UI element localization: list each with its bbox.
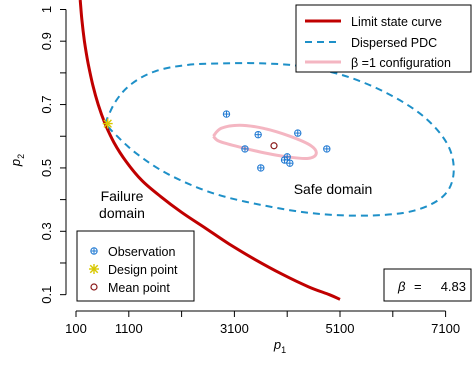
beta1-configuration-ellipse <box>212 123 318 161</box>
y-tick-label: 0.9 <box>39 32 54 50</box>
observation-point <box>241 145 249 153</box>
x-tick-label: 5100 <box>326 321 355 336</box>
beta-equals: = <box>414 279 422 294</box>
data-points <box>102 110 331 172</box>
x-tick-label: 100 <box>65 321 87 336</box>
mean-point-marker <box>270 142 278 150</box>
axes: 100 1100 3100 5100 7100 0.1 0.3 0.5 0.7 0.9 1 <box>39 6 460 336</box>
beta-box-frame <box>383 268 472 302</box>
legend-limit-state-label: Limit state curve <box>351 15 442 29</box>
y-tick-label: 1 <box>39 6 54 13</box>
legend-observation-marker <box>90 247 98 255</box>
y-axis-title: p2 <box>8 154 26 167</box>
y-tick-label: 0.1 <box>39 286 54 304</box>
observation-point <box>222 110 231 118</box>
dispersed-pdc-ellipse <box>104 62 455 217</box>
failure-domain-label-line2: domain <box>99 205 145 221</box>
y-tick-label: 0.3 <box>39 222 54 240</box>
observation-point <box>257 164 265 172</box>
observation-point <box>323 145 331 153</box>
design-point-marker <box>102 118 113 129</box>
x-axis-title: p1 <box>273 337 286 355</box>
observation-point <box>254 130 262 139</box>
observation-point <box>286 159 294 167</box>
legend-dispersed-pdc-label: Dispersed PDC <box>351 36 437 50</box>
plot-area <box>78 0 455 301</box>
legend-design-point-icon <box>89 264 99 274</box>
legend-design-point-marker <box>89 264 99 274</box>
x-tick-label: 3100 <box>220 321 249 336</box>
limit-state-curve-line <box>78 0 341 301</box>
beta-symbol: β <box>397 279 406 294</box>
observation-point <box>283 153 291 161</box>
legend-bottom-left: Observation Design point Mean point <box>76 230 195 302</box>
observation-point <box>294 129 302 137</box>
legend-observation-label: Observation <box>108 245 175 259</box>
x-tick-label: 1100 <box>115 321 143 336</box>
y-tick-label: 0.7 <box>39 96 54 114</box>
y-tick-label: 0.5 <box>39 159 54 177</box>
legend-design-point-label: Design point <box>108 263 178 277</box>
failure-domain-label-line1: Failure <box>101 188 144 204</box>
beta-box: β = 4.83 <box>383 268 472 302</box>
x-tick-label: 7100 <box>431 321 460 336</box>
legend-beta1-label: β =1 configuration <box>351 56 451 70</box>
legend-top-right: Limit state curve Dispersed PDC β =1 con… <box>295 4 472 73</box>
legend-mean-point-label: Mean point <box>108 281 170 295</box>
legend-mean-point-icon <box>90 283 98 291</box>
legend-observation-icon <box>90 247 98 255</box>
safe-domain-label: Safe domain <box>294 181 373 197</box>
beta-value: 4.83 <box>441 279 466 294</box>
legend-mean-point-marker <box>90 283 98 291</box>
